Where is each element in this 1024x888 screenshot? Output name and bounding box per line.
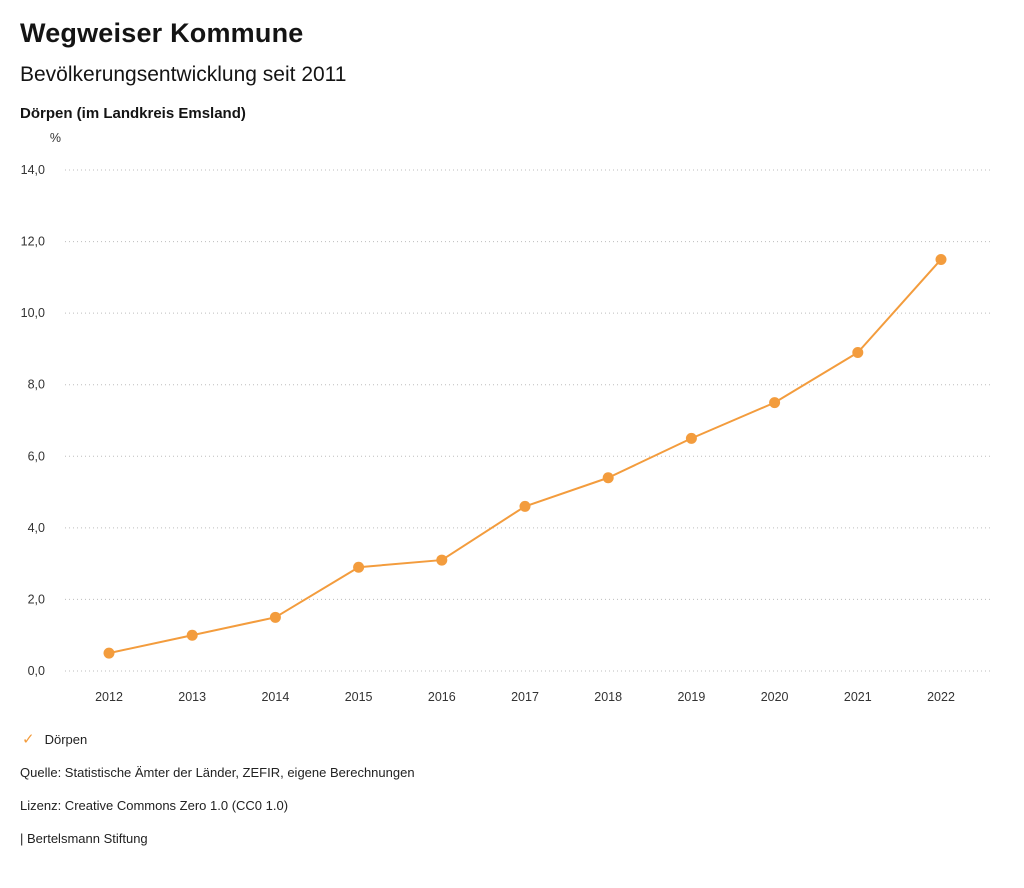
data-point[interactable] bbox=[519, 500, 531, 512]
data-point[interactable] bbox=[269, 611, 281, 623]
y-tick-label: 6,0 bbox=[28, 449, 45, 463]
check-icon[interactable]: ✓ bbox=[22, 731, 35, 748]
x-tick-label: 2014 bbox=[261, 690, 289, 704]
source-text: Quelle: Statistische Ämter der Länder, Z… bbox=[20, 765, 415, 780]
x-tick-label: 2017 bbox=[511, 690, 539, 704]
y-tick-label: 10,0 bbox=[21, 306, 45, 320]
data-point[interactable] bbox=[602, 472, 614, 484]
chart-title: Bevölkerungsentwicklung seit 2011 bbox=[20, 63, 347, 86]
page-title: Wegweiser Kommune bbox=[20, 18, 304, 48]
x-tick-label: 2018 bbox=[594, 690, 622, 704]
y-axis-unit-label: % bbox=[50, 131, 61, 145]
legend-item-doerpen[interactable]: Dörpen bbox=[44, 732, 88, 747]
line-chart: % 0,0 2,0 4,0 6,0 8,0 10,0 12,0 14,0 2012 2013 2014… bbox=[0, 126, 1024, 726]
data-point[interactable] bbox=[103, 647, 115, 659]
chart-location-label: Dörpen (im Landkreis Emsland) bbox=[20, 105, 246, 122]
x-tick-label: 2020 bbox=[761, 690, 789, 704]
chart-canvas: % 0,0 2,0 4,0 6,0 8,0 10,0 12,0 14,0 2012 2013 2014… bbox=[21, 131, 990, 704]
y-tick-label: 12,0 bbox=[21, 235, 45, 249]
data-point[interactable] bbox=[353, 561, 365, 573]
attribution-text: | Bertelsmann Stiftung bbox=[20, 831, 148, 846]
legend: ✓ Dörpen bbox=[22, 732, 1024, 747]
y-tick-label: 8,0 bbox=[28, 378, 45, 392]
x-tick-label: 2021 bbox=[844, 690, 872, 704]
y-tick-label: 2,0 bbox=[28, 592, 45, 606]
data-point[interactable] bbox=[769, 397, 781, 409]
x-tick-label: 2015 bbox=[345, 690, 373, 704]
y-tick-label: 4,0 bbox=[28, 521, 45, 535]
data-point[interactable] bbox=[685, 432, 697, 444]
chart-footer: Quelle: Statistische Ämter der Länder, Z… bbox=[0, 765, 1024, 846]
license-text: Lizenz: Creative Commons Zero 1.0 (CC0 1… bbox=[20, 798, 289, 813]
x-tick-label: 2012 bbox=[95, 690, 123, 704]
data-point[interactable] bbox=[186, 629, 198, 641]
x-tick-label: 2013 bbox=[178, 690, 206, 704]
data-point[interactable] bbox=[852, 347, 864, 359]
y-tick-label: 14,0 bbox=[21, 163, 45, 177]
x-tick-label: 2019 bbox=[677, 690, 705, 704]
data-point[interactable] bbox=[436, 554, 448, 566]
x-tick-label: 2022 bbox=[927, 690, 955, 704]
data-point[interactable] bbox=[935, 253, 947, 265]
x-tick-label: 2016 bbox=[428, 690, 456, 704]
chart-header: Wegweiser Kommune Bevölkerungsentwicklun… bbox=[0, 0, 1024, 122]
y-tick-label: 0,0 bbox=[28, 664, 45, 678]
